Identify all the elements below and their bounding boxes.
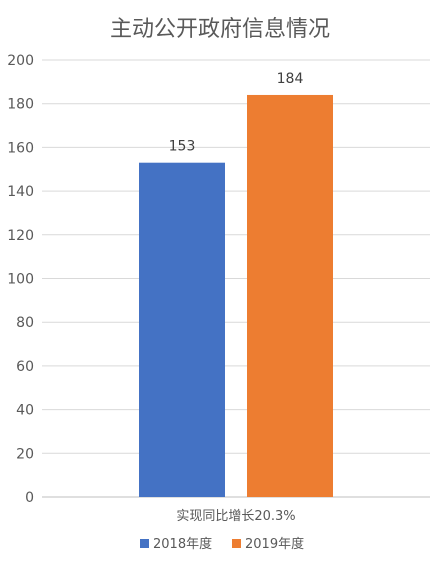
- y-tick-label: 20: [16, 446, 34, 462]
- y-tick-label: 180: [7, 97, 34, 113]
- y-tick-label: 60: [16, 359, 34, 375]
- y-tick-label: 140: [7, 184, 34, 200]
- x-category-label: 实现同比增长20.3%: [176, 509, 295, 524]
- data-label: 184: [277, 71, 304, 87]
- legend-label: 2019年度: [245, 536, 304, 552]
- y-tick-label: 160: [7, 140, 34, 156]
- bar-2018: [139, 162, 225, 497]
- legend: 2018年度 2019年度: [140, 536, 304, 552]
- legend-swatch: [232, 539, 241, 548]
- legend-swatch: [140, 539, 149, 548]
- data-labels: 153 184: [169, 71, 304, 155]
- y-tick-label: 0: [25, 490, 34, 506]
- y-tick-label: 80: [16, 315, 34, 331]
- bars: [139, 94, 333, 498]
- data-label: 153: [169, 139, 196, 155]
- y-tick-label: 40: [16, 403, 34, 419]
- grid-lines: [42, 59, 430, 498]
- y-axis-ticks: 0 20 40 60 80 100 120 140 160 180 200: [7, 53, 34, 506]
- y-tick-label: 120: [7, 228, 34, 244]
- y-tick-label: 100: [7, 272, 34, 288]
- legend-label: 2018年度: [153, 536, 212, 552]
- chart-title: 主动公开政府信息情况: [110, 17, 330, 42]
- bar-2019: [247, 94, 333, 498]
- y-tick-label: 200: [7, 53, 34, 69]
